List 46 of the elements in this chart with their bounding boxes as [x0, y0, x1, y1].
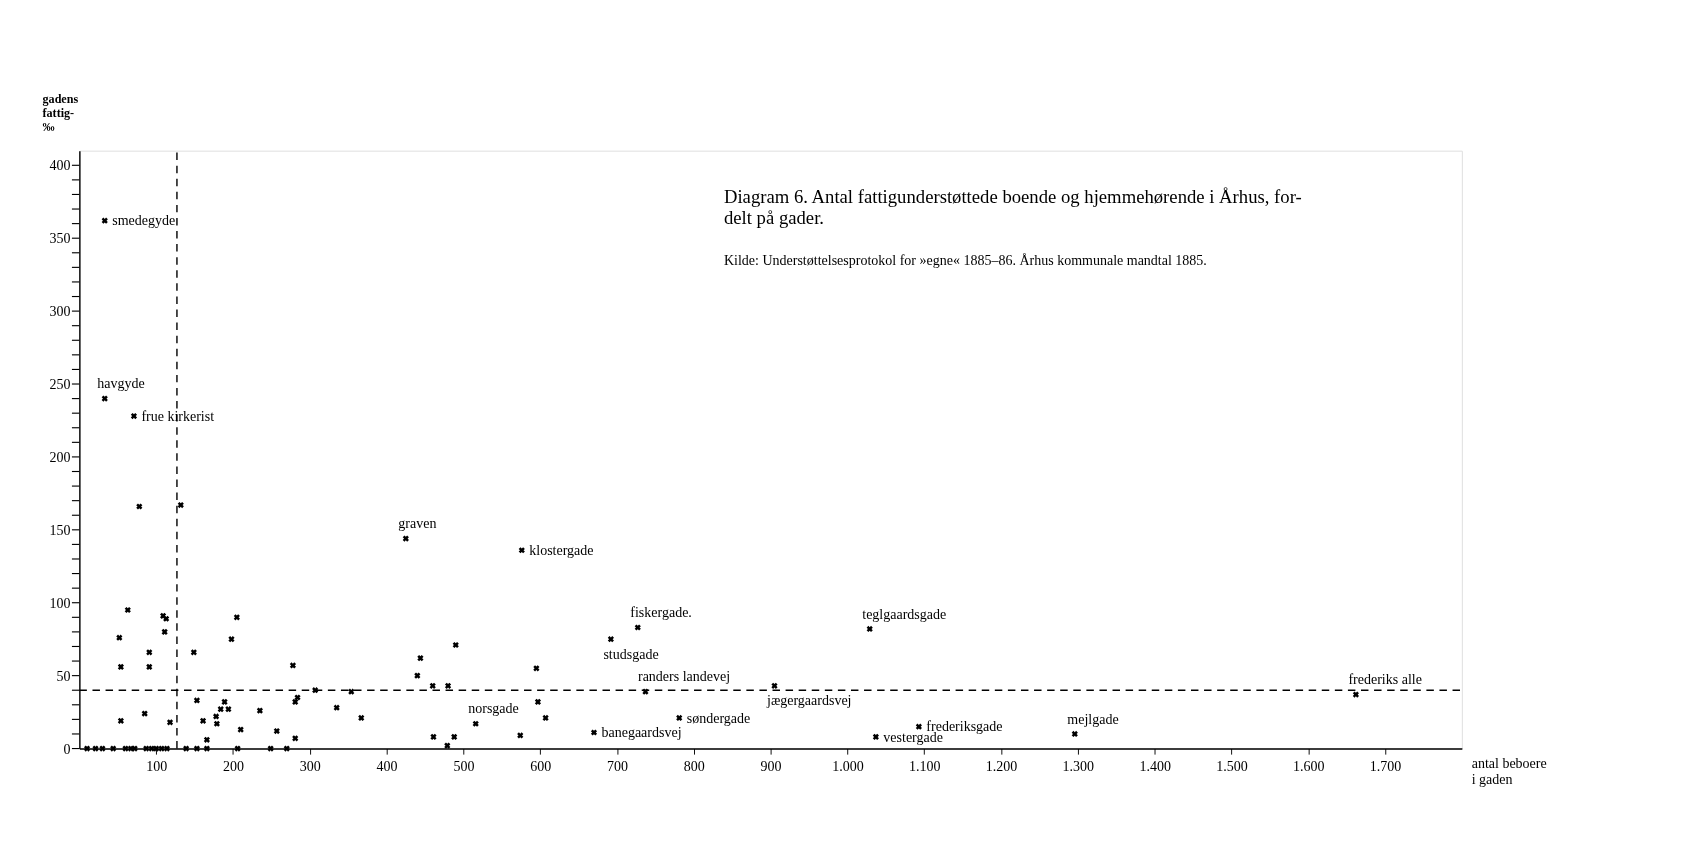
y-tick-label: 50 [56, 668, 71, 684]
x-tick-label: 1.600 [1292, 759, 1325, 775]
annotation: mejlgade [1067, 711, 1119, 727]
x-tick-label: 1.000 [832, 759, 864, 775]
x-tick-label: 400 [376, 759, 398, 775]
x-tick-label: 200 [222, 759, 244, 775]
annotation: norsgade [468, 701, 519, 717]
annotation: søndergade [686, 710, 751, 726]
annotation: jægergaardsvej [766, 693, 852, 709]
x-tick-label: 600 [530, 759, 552, 775]
annotation: fiskergade. [630, 605, 692, 621]
y-tick-label: 150 [49, 522, 71, 538]
annotation: frederiksgade [926, 719, 1003, 735]
text: Diagram 6. Antal fattigunderstøttede boende og hjemmehørende i Århus, for- delt på gader. [723, 186, 1302, 228]
y-tick-label: 250 [49, 377, 71, 393]
annotation: Kilde: Understøttelsesprotokol for »egne« 1885–86. Århus kommunale mandtal 1885. [723, 252, 1207, 268]
annotation: teglgaardsgade [862, 606, 947, 622]
x-tick-label: 1.200 [985, 759, 1018, 775]
x-tick-label: 100 [146, 759, 168, 775]
y-tick-label: 100 [49, 595, 71, 611]
annotation: frederiks alle [1348, 672, 1422, 688]
y-axis-title: gadens fattig- ‰ [42, 91, 79, 134]
x-tick-label: 300 [299, 759, 321, 775]
x-tick-label: 700 [607, 759, 628, 775]
x-tick-label: 1.300 [1062, 759, 1095, 775]
x-axis-title: antal beboere i gaden [1471, 755, 1547, 787]
x-tick-label: 1.500 [1216, 759, 1248, 775]
y-tick-label: 200 [49, 450, 71, 466]
y-tick-label: 400 [49, 158, 71, 174]
y-tick-label: 0 [63, 741, 71, 757]
x-tick-label: 800 [683, 759, 705, 775]
y-tick-label: 350 [49, 231, 71, 247]
annotation: smedegyde [112, 213, 176, 229]
annotation: studsgade [603, 646, 659, 662]
annotation: klostergade [529, 542, 594, 558]
x-tick-label: 1.700 [1369, 759, 1402, 775]
x-tick-label: 1.400 [1139, 759, 1171, 775]
y-tick-label: 300 [49, 304, 71, 320]
x-tick-label: 1.100 [908, 759, 941, 775]
annotation: banegaardsvej [601, 725, 682, 741]
annotation: frue kirkerist [141, 408, 215, 424]
annotation: havgyde [97, 376, 145, 392]
annotation: graven [398, 516, 437, 532]
annotation: randers landevej [637, 669, 731, 685]
x-tick-label: 500 [453, 759, 475, 775]
x-tick-label: 900 [760, 759, 782, 775]
